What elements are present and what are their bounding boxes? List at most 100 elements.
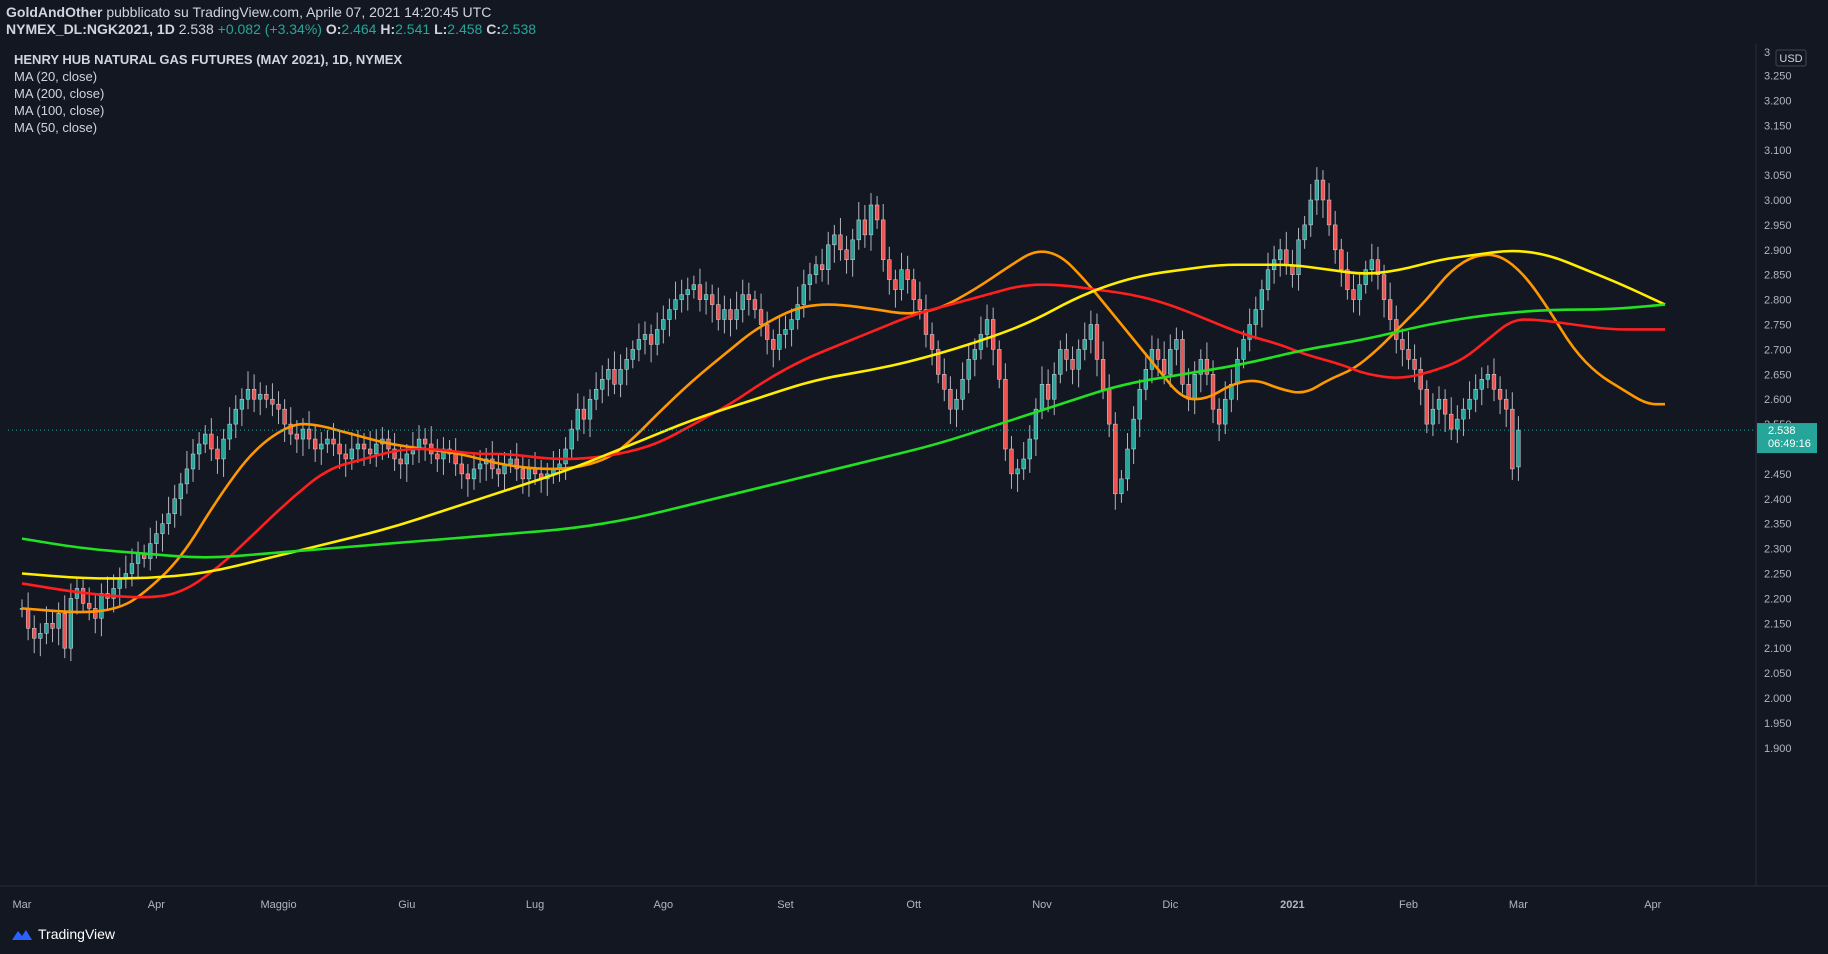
candle-down <box>765 324 770 340</box>
price-tick-label: 3.200 <box>1764 95 1792 107</box>
candle-up <box>1357 284 1362 300</box>
candle-up <box>1223 398 1228 425</box>
candle-up <box>1369 259 1374 270</box>
publish-info: pubblicato su TradingView.com, Aprile 07… <box>106 4 492 20</box>
currency-badge[interactable]: USD <box>1775 49 1807 67</box>
tradingview-cloud-icon <box>12 930 32 940</box>
candle-up <box>1088 324 1094 340</box>
candle-up <box>1455 418 1460 430</box>
candle-down <box>251 388 257 400</box>
time-tick-label: Nov <box>1032 899 1052 911</box>
candle-down <box>343 453 348 460</box>
candle-up <box>166 513 171 524</box>
candle-down <box>1064 349 1069 360</box>
candle-down <box>276 403 281 410</box>
time-tick-label: Set <box>777 899 794 911</box>
candle-up <box>569 428 574 450</box>
price-tick-label: 3.250 <box>1764 71 1792 83</box>
candle-down <box>392 448 397 460</box>
price-tick-label: 2.650 <box>1764 369 1792 381</box>
open-label: O: <box>325 21 342 37</box>
candle-up <box>826 244 831 270</box>
candle-up <box>966 359 971 380</box>
candle-up <box>148 543 153 559</box>
candle-up <box>1259 289 1265 310</box>
last-price: 2.538 <box>178 21 214 37</box>
price-tick-label: 2.400 <box>1764 494 1792 506</box>
candle-up <box>1485 374 1491 380</box>
candle-up <box>154 533 159 544</box>
candle-up <box>691 284 697 290</box>
candle-up <box>117 578 122 589</box>
candle-down <box>728 309 733 320</box>
candle-down <box>1406 349 1411 360</box>
candle-up <box>1082 339 1087 350</box>
candle-down <box>905 269 910 280</box>
candle-up <box>349 448 354 460</box>
candle-up <box>960 379 965 400</box>
candle-up <box>740 294 745 310</box>
legend-ma100[interactable]: MA (100, close) <box>14 103 104 118</box>
candle-up <box>1168 349 1173 375</box>
candle-down <box>1449 413 1454 430</box>
candle-down <box>1113 423 1118 495</box>
candle-down <box>306 428 312 440</box>
candle-up <box>1479 379 1484 390</box>
candle-up <box>111 588 116 599</box>
candle-down <box>648 334 654 345</box>
candle-up <box>984 319 990 335</box>
candle-down <box>435 453 440 460</box>
brand-name: TradingView <box>38 926 116 942</box>
candle-down <box>50 623 55 629</box>
candle-up <box>38 633 43 639</box>
candle-up <box>899 269 904 290</box>
candle-up <box>1516 429 1521 468</box>
ma-line <box>21 303 1666 559</box>
candle-down <box>948 388 953 410</box>
candle-down <box>1210 374 1216 410</box>
candle-down <box>746 294 751 300</box>
price-axis[interactable]: 1.900 1.950 2.000 2.050 2.100 2.150 2.200 2.250… <box>1764 47 1792 755</box>
candle-down <box>923 309 929 335</box>
price-tick-label: 1.900 <box>1764 743 1792 755</box>
candle-down <box>917 299 922 310</box>
legend-ma200[interactable]: MA (200, close) <box>14 86 104 101</box>
candle-up <box>593 388 599 400</box>
candle-up <box>203 433 208 445</box>
price-tick-label: 2.450 <box>1764 469 1792 481</box>
tradingview-logo[interactable]: TradingView <box>8 926 115 942</box>
candle-up <box>526 468 532 480</box>
ohlc-line: NYMEX_DL:NGK2021, 1D 2.538 +0.082 (+3.34… <box>6 21 536 37</box>
open-value: 2.464 <box>341 21 377 37</box>
candle-up <box>1253 309 1258 325</box>
time-axis[interactable]: Mar Apr Maggio Giu Lug Ago Set Ott Nov Dic 2021 Feb… <box>13 899 1662 911</box>
author-name[interactable]: GoldAndOther <box>6 4 103 20</box>
moving-average-group <box>8 249 1756 614</box>
candle-up <box>636 339 642 350</box>
candle-up <box>1119 478 1124 495</box>
candle-down <box>838 234 843 251</box>
candle-down <box>819 264 825 270</box>
candle-down <box>1497 388 1503 400</box>
candle-up <box>1461 408 1466 420</box>
price-tick-label: 2.200 <box>1764 593 1792 605</box>
candle-down <box>1375 259 1381 275</box>
candle-up <box>1021 458 1026 470</box>
badge-countdown: 06:49:16 <box>1768 438 1811 450</box>
legend-ma20[interactable]: MA (20, close) <box>14 69 97 84</box>
legend-ma50[interactable]: MA (50, close) <box>14 120 97 135</box>
symbol-label[interactable]: NYMEX_DL:NGK2021, 1D <box>6 21 175 37</box>
candle-up <box>172 498 177 514</box>
candle-group <box>19 167 1521 662</box>
candle-up <box>1247 324 1252 340</box>
badge-price: 2.538 <box>1768 425 1796 437</box>
price-tick-label: 1.950 <box>1764 718 1792 730</box>
candle-down <box>520 468 525 480</box>
candle-up <box>477 463 483 470</box>
price-chart[interactable]: 1.900 1.950 2.000 2.050 2.100 2.150 2.200 2.250… <box>0 44 1828 918</box>
candle-down <box>313 438 318 450</box>
candle-down <box>1094 324 1100 360</box>
candle-down <box>1155 349 1161 360</box>
candle-down <box>893 279 898 290</box>
candle-up <box>600 379 605 390</box>
